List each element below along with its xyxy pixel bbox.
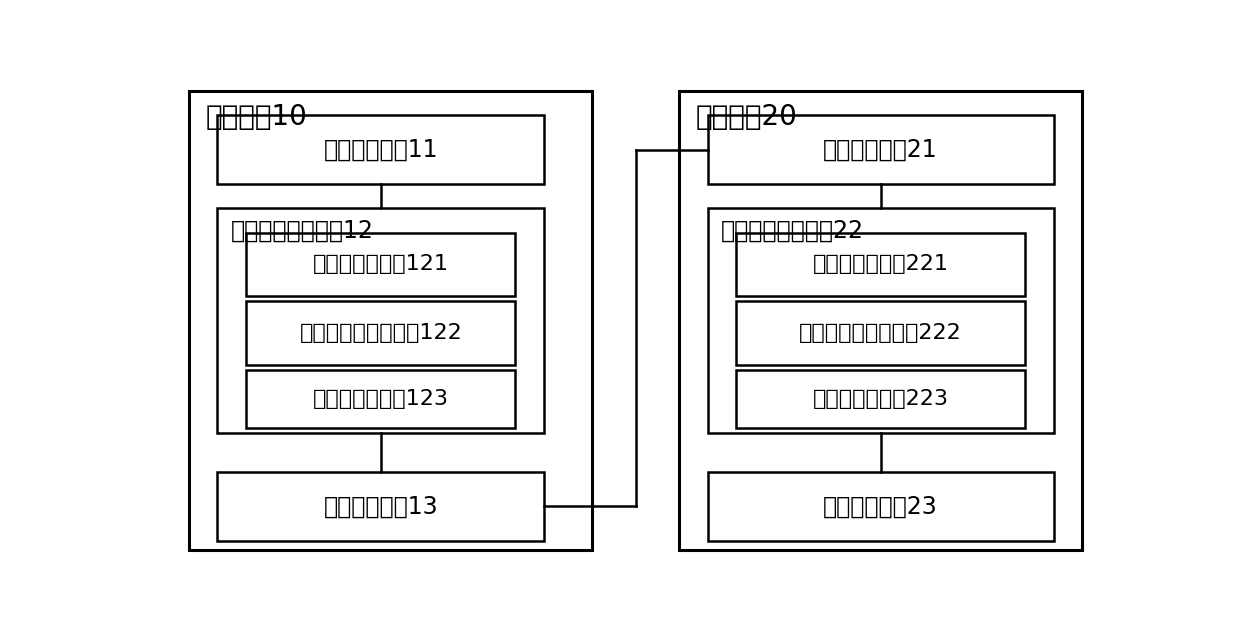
Bar (737, 370, 1024, 428)
Bar (708, 472, 1054, 541)
Bar (217, 208, 544, 433)
Bar (217, 472, 544, 541)
Text: 发送端信号放大装置122: 发送端信号放大装置122 (300, 323, 463, 343)
Text: 中转接收天线21: 中转接收天线21 (823, 138, 937, 161)
Bar (188, 91, 593, 551)
Text: 无线接收天线11: 无线接收天线11 (324, 138, 438, 161)
Bar (678, 91, 1083, 551)
Text: 接收端滤波装置221: 接收端滤波装置221 (812, 255, 949, 274)
Bar (247, 370, 516, 428)
Text: 中转发送天线13: 中转发送天线13 (324, 495, 438, 518)
Text: 无线信号处理模块12: 无线信号处理模块12 (231, 219, 373, 243)
Bar (247, 232, 516, 297)
Text: 接收端混频装置223: 接收端混频装置223 (812, 389, 949, 409)
Text: 发送端滤波装置121: 发送端滤波装置121 (312, 255, 449, 274)
Bar (217, 116, 544, 184)
Text: 接收基站20: 接收基站20 (696, 103, 797, 131)
Bar (708, 208, 1054, 433)
Text: 中转信号处理模块22: 中转信号处理模块22 (720, 219, 864, 243)
Bar (737, 301, 1024, 364)
Text: 发送端混频装置123: 发送端混频装置123 (312, 389, 449, 409)
Text: 发送基站10: 发送基站10 (206, 103, 308, 131)
Bar (708, 116, 1054, 184)
Bar (737, 232, 1024, 297)
Text: 接收端信号放大装置222: 接收端信号放大装置222 (799, 323, 962, 343)
Bar (247, 301, 516, 364)
Text: 无线发送天线23: 无线发送天线23 (823, 495, 937, 518)
